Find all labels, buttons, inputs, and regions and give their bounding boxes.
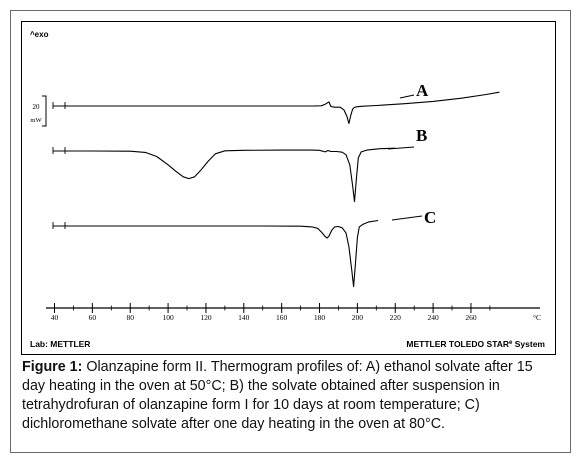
figure-caption: Figure 1: Olanzapine form II. Thermogram…	[22, 358, 556, 434]
series-label-A: A	[416, 81, 429, 100]
scale-bar-unit: mW	[30, 117, 42, 124]
start-marker-C	[52, 222, 66, 229]
system-label: METTLER TOLEDO STARe System	[406, 339, 545, 349]
label-tail-C	[391, 215, 423, 221]
curve-B	[53, 147, 396, 203]
x-tick-label-260: 260	[465, 313, 477, 322]
x-tick-label-80: 80	[126, 313, 134, 322]
x-unit-label: °C	[533, 313, 541, 322]
thermogram-panel: 40 60 80 100 120 140 160 180 200 220 240 260 °C ^exo 2…	[21, 21, 556, 355]
x-tick-label-100: 100	[162, 313, 174, 322]
scale-bar-value: 20	[33, 103, 41, 111]
series-label-C: C	[424, 208, 436, 227]
caption-text: Olanzapine form II. Thermogram profiles …	[22, 359, 533, 432]
x-tick-label-180: 180	[314, 313, 326, 322]
x-tick-label-120: 120	[200, 313, 212, 322]
curve-C	[53, 219, 379, 288]
start-marker-A	[52, 102, 66, 109]
lab-label: Lab: METTLER	[30, 339, 90, 349]
x-tick-label-40: 40	[51, 313, 59, 322]
curve-A	[53, 91, 500, 125]
exo-label: ^exo	[30, 30, 49, 39]
x-tick-label-220: 220	[390, 313, 402, 322]
x-tick-label-160: 160	[276, 313, 288, 322]
scale-bar	[42, 95, 47, 127]
series-label-B: B	[416, 126, 427, 145]
x-tick-label-200: 200	[352, 313, 364, 322]
label-tail-B	[387, 146, 415, 150]
x-tick-label-60: 60	[89, 313, 97, 322]
caption-label: Figure 1:	[22, 359, 83, 375]
x-tick-label-240: 240	[427, 313, 439, 322]
start-marker-B	[52, 147, 66, 154]
label-tail-A	[399, 94, 415, 99]
x-tick-label-140: 140	[238, 313, 250, 322]
thermogram-chart: 40 60 80 100 120 140 160 180 200 220 240 260 °C ^exo 2…	[30, 30, 545, 349]
